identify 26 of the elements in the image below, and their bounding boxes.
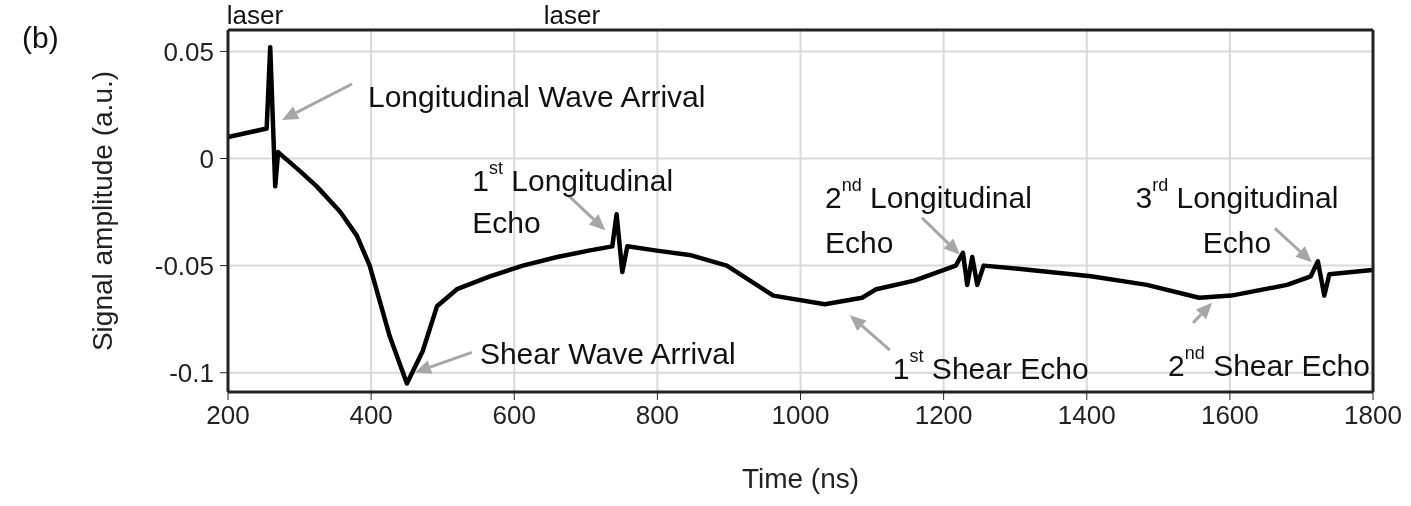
y-tick-label: -0.05 (154, 250, 214, 281)
x-tick-label: 1000 (771, 400, 830, 431)
y-axis-title: Signal amplitude (a.u.) (87, 70, 118, 352)
x-tick-label: 1600 (1200, 400, 1259, 431)
annotation: laser (543, 0, 601, 30)
text: (b) (22, 21, 59, 54)
y-tick-label: 0 (199, 143, 214, 174)
x-tick-label: 600 (492, 400, 536, 431)
annotation: Shear Wave Arrival (479, 336, 736, 370)
line-series (228, 44, 1373, 386)
y-tick-label: 0.05 (163, 36, 214, 67)
x-tick-label: 1400 (1057, 400, 1116, 431)
x-tick-label: 400 (349, 400, 393, 431)
annotation: laser (226, 0, 284, 30)
x-tick-label: 1200 (914, 400, 973, 431)
annotation: 1$^{st}$ Shear Echo (892, 346, 1089, 385)
annotation: 2$^{nd}$ Shear Echo (1168, 342, 1370, 382)
x-axis-title: Time (ns) (741, 463, 860, 494)
y-tick-label: -0.1 (169, 357, 214, 388)
annotation: 2$^{nd}$ Longitudinal Echo (824, 174, 1032, 259)
x-tick-label: 800 (635, 400, 680, 431)
x-tick-label: 200 (206, 400, 250, 431)
x-tick-label: 1800 (1344, 400, 1402, 431)
annotation: 1$^{st}$ Longitudinal Echo (472, 158, 674, 239)
annotation: 3$^{rd}$ Longitudinal Echo (1135, 175, 1339, 259)
annotation: Longitudinal Wave Arrival (368, 80, 706, 113)
